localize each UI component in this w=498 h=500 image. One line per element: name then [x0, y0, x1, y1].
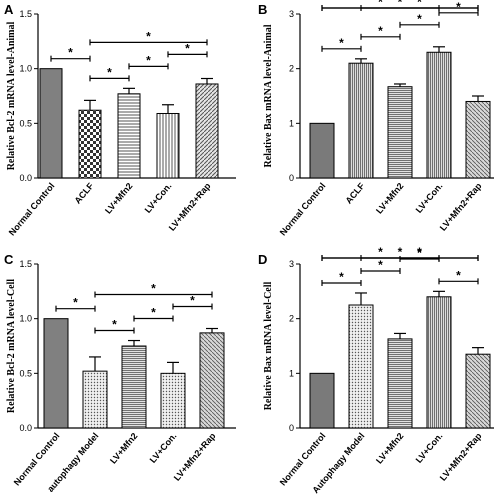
y-tick-label: 1.5	[19, 9, 32, 19]
significance-star: *	[417, 0, 422, 9]
panel-letter: D	[258, 252, 267, 267]
bar-4	[426, 51, 452, 179]
significance-star: *	[190, 294, 195, 308]
y-tick-label: 1.5	[19, 259, 32, 269]
bar-1	[309, 372, 335, 429]
significance-star: *	[398, 0, 403, 9]
y-tick-label: 1	[289, 368, 294, 378]
bar-2	[348, 62, 374, 179]
significance-star: *	[151, 306, 156, 320]
x-tick-label: LV+Mfn2	[103, 181, 135, 216]
y-tick-label: 1.0	[19, 64, 32, 74]
panel-letter: A	[4, 2, 14, 17]
y-tick-label: 3	[289, 9, 294, 19]
y-tick-label: 1.0	[19, 314, 32, 324]
significance-star: *	[339, 270, 344, 284]
bar-5	[199, 332, 225, 429]
y-tick-label: 0.5	[19, 368, 32, 378]
x-tick-label: LV+Mfn2+Rap	[438, 180, 484, 232]
x-tick-label: LV+Con.	[414, 431, 445, 465]
x-tick-label: LV+Mfn2	[374, 431, 406, 466]
significance-star: *	[378, 0, 383, 9]
x-tick-label: LV+Mfn2	[374, 181, 406, 216]
bar-4	[156, 112, 180, 179]
bar-5	[465, 100, 491, 179]
panel-letter: C	[4, 252, 14, 267]
bar-5	[465, 353, 491, 429]
bar-3	[121, 345, 147, 429]
bar-2	[348, 304, 374, 429]
significance-star: *	[398, 245, 403, 259]
significance-star: *	[185, 41, 190, 55]
bar-1	[309, 122, 335, 179]
y-axis-label: Relative Bcl-2 mRNA level-Animal	[6, 21, 17, 170]
x-tick-label: LV+Mfn2+Rap	[438, 430, 484, 482]
significance-star: *	[151, 282, 156, 296]
significance-star: *	[456, 268, 461, 282]
y-tick-label: 0.5	[19, 118, 32, 128]
significance-star: *	[378, 24, 383, 38]
significance-star: *	[107, 65, 112, 79]
significance-star: *	[146, 29, 151, 43]
significance-star: *	[417, 245, 422, 259]
y-tick-label: 3	[289, 259, 294, 269]
y-tick-label: 0	[289, 423, 294, 433]
x-tick-label: LV+Con.	[414, 181, 445, 215]
significance-star: *	[73, 296, 78, 310]
significance-star: *	[417, 12, 422, 26]
significance-star: *	[339, 36, 344, 50]
x-tick-label: LV+Con.	[148, 431, 179, 465]
y-axis-label: Relative Bax mRNA level-Cell	[263, 281, 274, 410]
y-axis-label: Relative Bax mRNA level-Animal	[263, 24, 274, 167]
panel-letter: B	[258, 2, 267, 17]
y-axis-label: Relative Bcl-2 mRNA level-Cell	[6, 279, 17, 413]
bar-3	[117, 93, 141, 179]
x-tick-label: Normal Control	[7, 181, 57, 238]
y-tick-label: 1	[289, 118, 294, 128]
bar-1	[39, 68, 63, 179]
significance-star: *	[456, 0, 461, 14]
bar-4	[426, 296, 452, 429]
significance-star: *	[112, 318, 117, 332]
bar-5	[195, 83, 219, 179]
x-tick-label: LV+Mfn2+Rap	[167, 180, 213, 232]
y-tick-label: 0.0	[19, 173, 32, 183]
x-tick-label: ACLF	[72, 180, 95, 205]
x-tick-label: LV+Mfn2+Rap	[172, 430, 218, 482]
bar-3	[387, 338, 413, 429]
bar-2	[82, 370, 108, 429]
y-tick-label: 0	[289, 173, 294, 183]
x-tick-label: LV+Mfn2	[108, 431, 140, 466]
significance-star: *	[68, 46, 73, 60]
x-tick-label: LV+Con.	[143, 181, 174, 215]
y-tick-label: 0.0	[19, 423, 32, 433]
y-tick-label: 2	[289, 314, 294, 324]
significance-star: *	[378, 258, 383, 272]
significance-star: *	[417, 246, 422, 260]
x-tick-label: Normal Control	[278, 181, 328, 238]
bar-1	[43, 318, 69, 429]
panel-b: B 0 1 2 3 Relative Bax mRNA level-Animal Norma…	[258, 0, 494, 237]
bar-2	[78, 109, 102, 179]
significance-star: *	[378, 245, 383, 259]
significance-star: *	[146, 53, 151, 67]
x-tick-label: ACLF	[343, 180, 366, 205]
y-tick-label: 2	[289, 64, 294, 74]
bar-4	[160, 372, 186, 429]
bar-3	[387, 86, 413, 179]
